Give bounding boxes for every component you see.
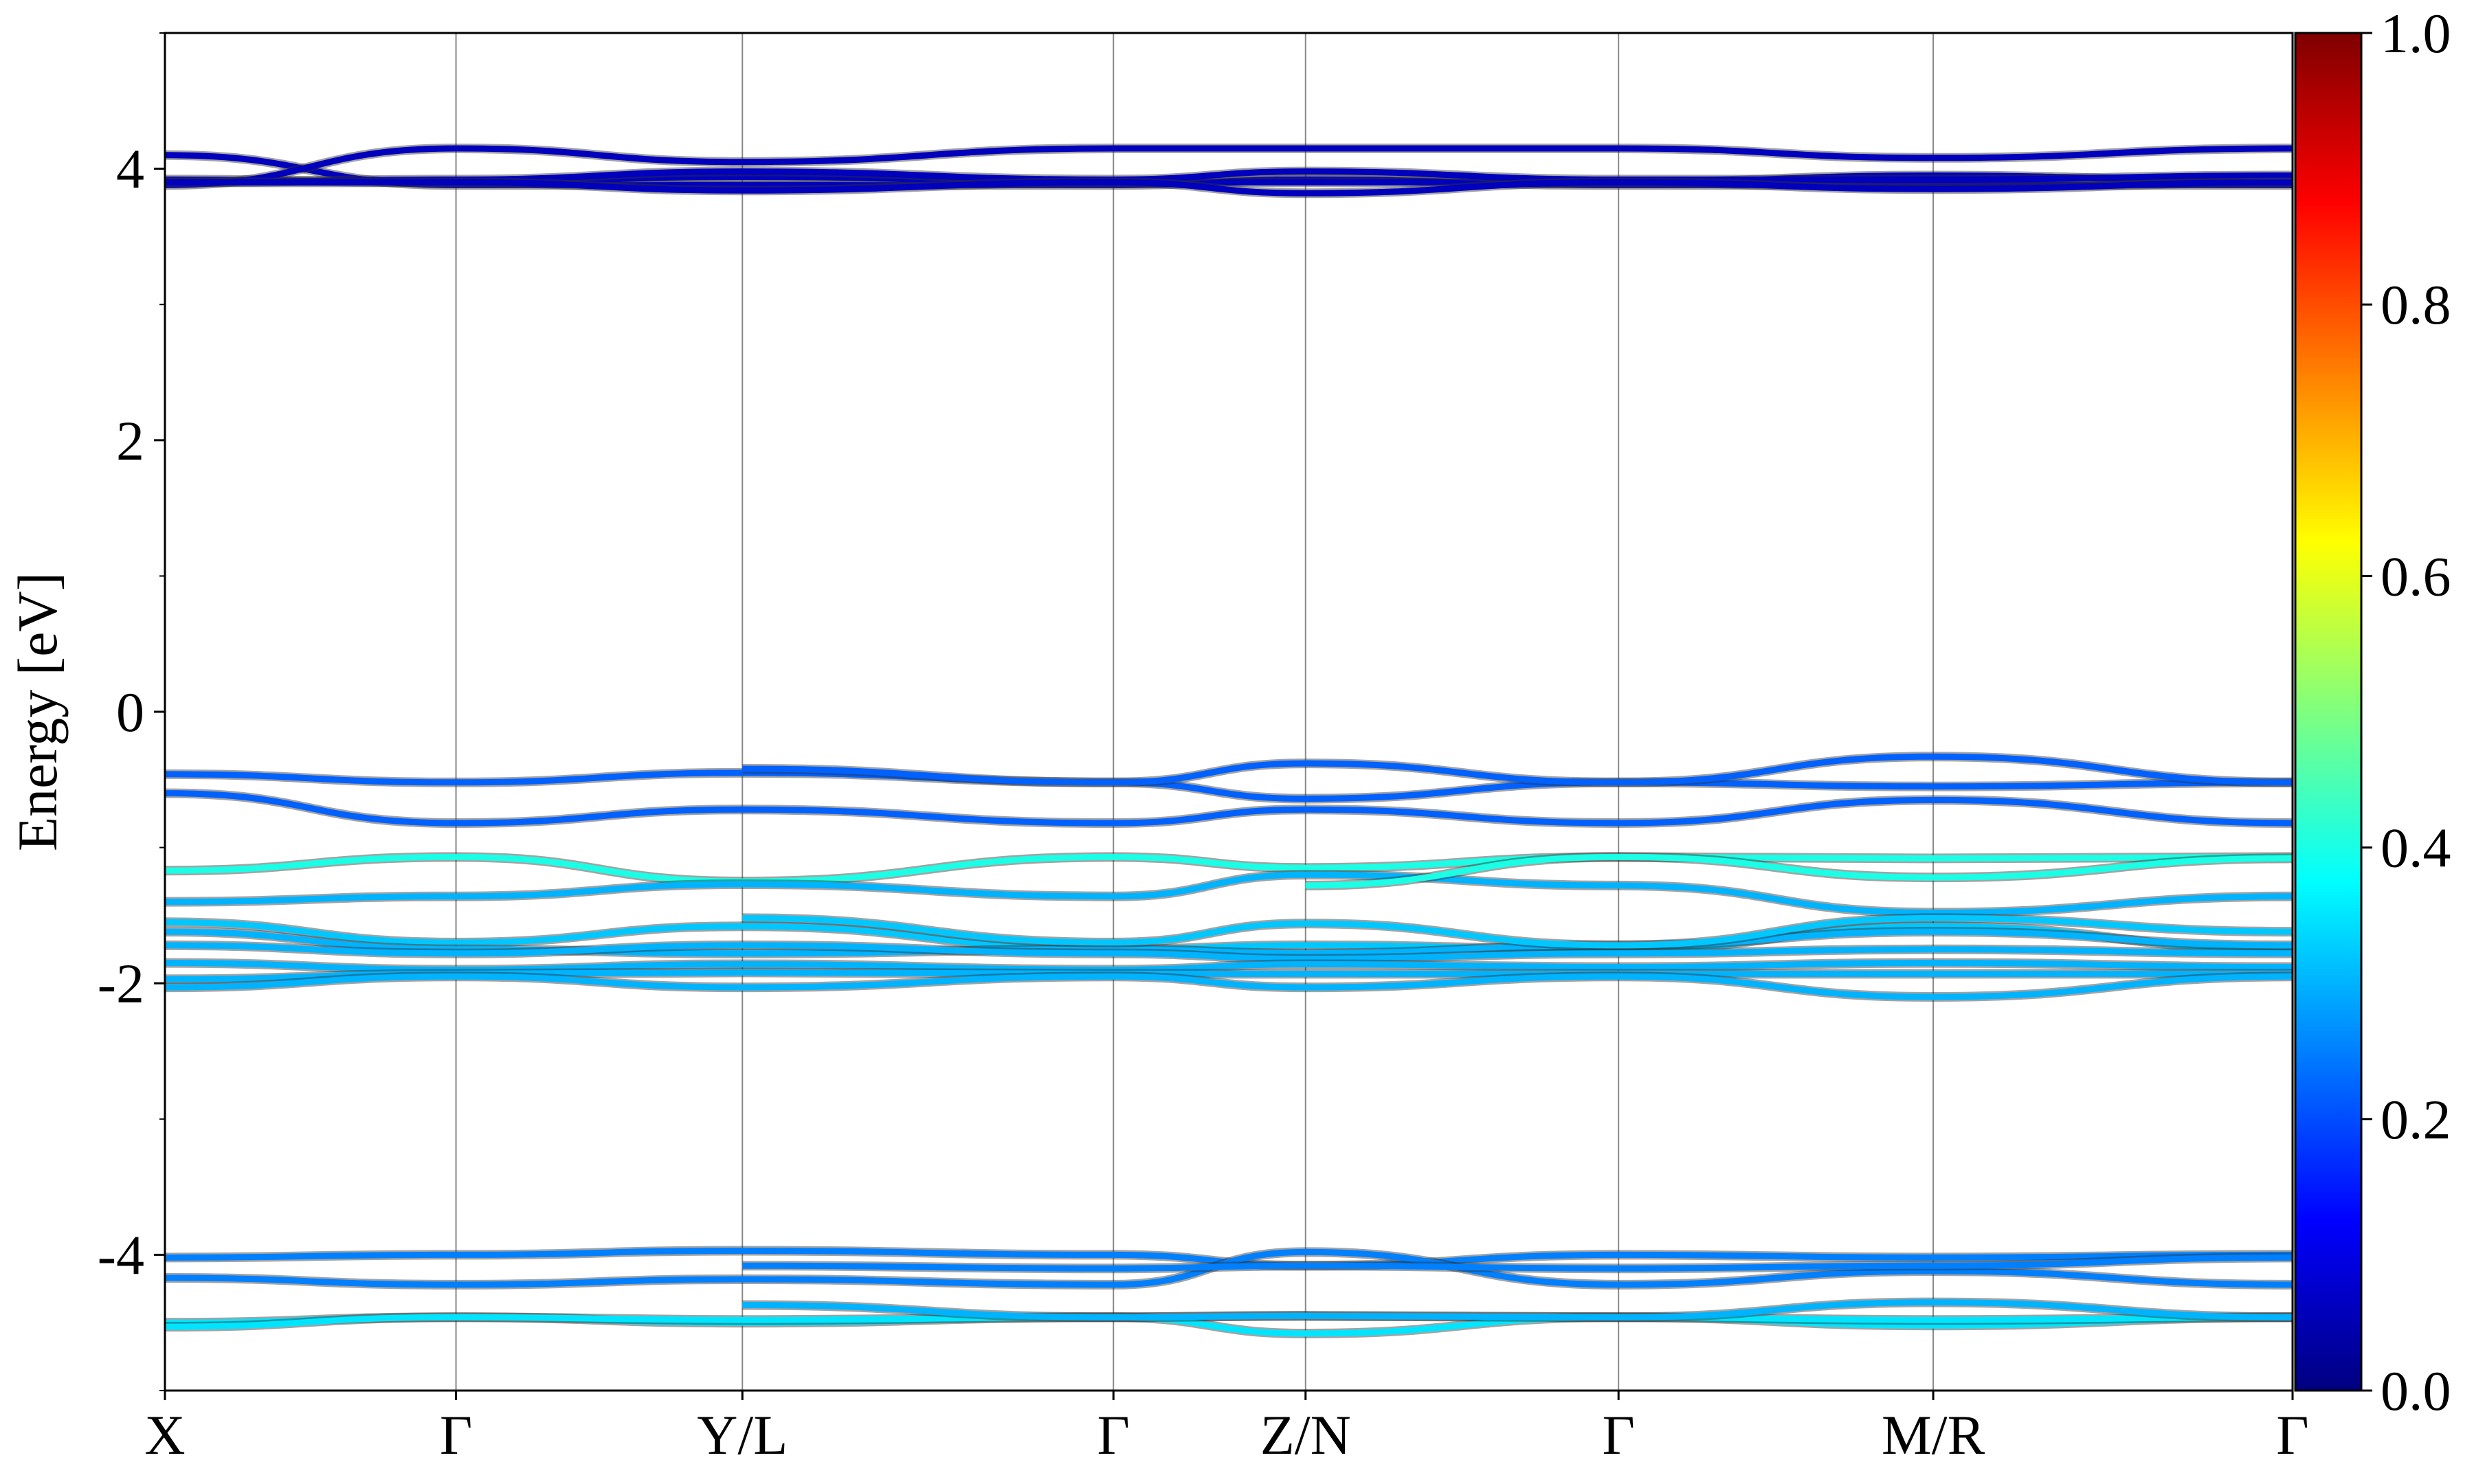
- band-line: [164, 1314, 2293, 1337]
- kpoint-grid-lines: [455, 33, 1935, 1391]
- y-axis: 4 2 0 -2 -4: [98, 32, 165, 1391]
- x-tick-label: X: [144, 1404, 185, 1466]
- band-line: [164, 942, 2293, 963]
- colorbar-tick-label: 0.4: [2381, 817, 2451, 879]
- colorbar-tick-label: 1.0: [2381, 2, 2451, 65]
- band-line: [164, 769, 2293, 802]
- band-line: [164, 1248, 2293, 1269]
- y-tick-label: 4: [116, 138, 144, 201]
- y-tick-label: 0: [116, 681, 144, 743]
- band-line: [742, 1254, 2293, 1272]
- band-line: [164, 168, 2293, 186]
- band-lines: [164, 143, 2293, 1338]
- band-line: [164, 179, 2293, 196]
- colorbar-tick-label: 0.2: [2381, 1088, 2451, 1151]
- x-tick-label: Γ: [2276, 1404, 2308, 1466]
- x-tick-label: M/R: [1882, 1404, 1985, 1466]
- x-tick-label: Γ: [1602, 1404, 1634, 1466]
- colorbar-gradient: [2294, 32, 2363, 1392]
- y-axis-label: Energy [eV]: [6, 572, 69, 851]
- colorbar-tick-label: 0.8: [2381, 273, 2451, 336]
- band-line: [164, 790, 2293, 827]
- x-tick-label: Γ: [440, 1404, 472, 1466]
- band-line: [164, 969, 2293, 982]
- band-line: [742, 914, 2293, 949]
- x-tick-label: Y/L: [697, 1404, 788, 1466]
- colorbar-tick-label: 0.6: [2381, 545, 2451, 607]
- band-line: [742, 1299, 2293, 1320]
- plot-frame: [164, 32, 2294, 1392]
- x-tick-label: Z/N: [1260, 1404, 1351, 1466]
- y-tick-label: -2: [98, 952, 144, 1015]
- y-tick-label: 2: [116, 409, 144, 472]
- band-line: [164, 928, 2293, 957]
- colorbar: 0.0 0.2 0.4 0.6 0.8 1.0: [2294, 2, 2451, 1422]
- band-line: [164, 919, 2293, 953]
- colorbar-tick-label: 0.0: [2381, 1360, 2451, 1422]
- y-tick-label: -4: [98, 1224, 144, 1286]
- band-line: [742, 753, 2293, 786]
- x-tick-label: Γ: [1097, 1404, 1129, 1466]
- band-line: [164, 145, 2293, 188]
- band-line: [164, 871, 2293, 916]
- band-line: [1305, 853, 2293, 889]
- band-line: [164, 853, 2293, 885]
- band-line: [164, 973, 2293, 1000]
- band-line: [164, 960, 2293, 973]
- x-axis: X Γ Y/L Γ Z/N Γ M/R Γ: [144, 1391, 2309, 1466]
